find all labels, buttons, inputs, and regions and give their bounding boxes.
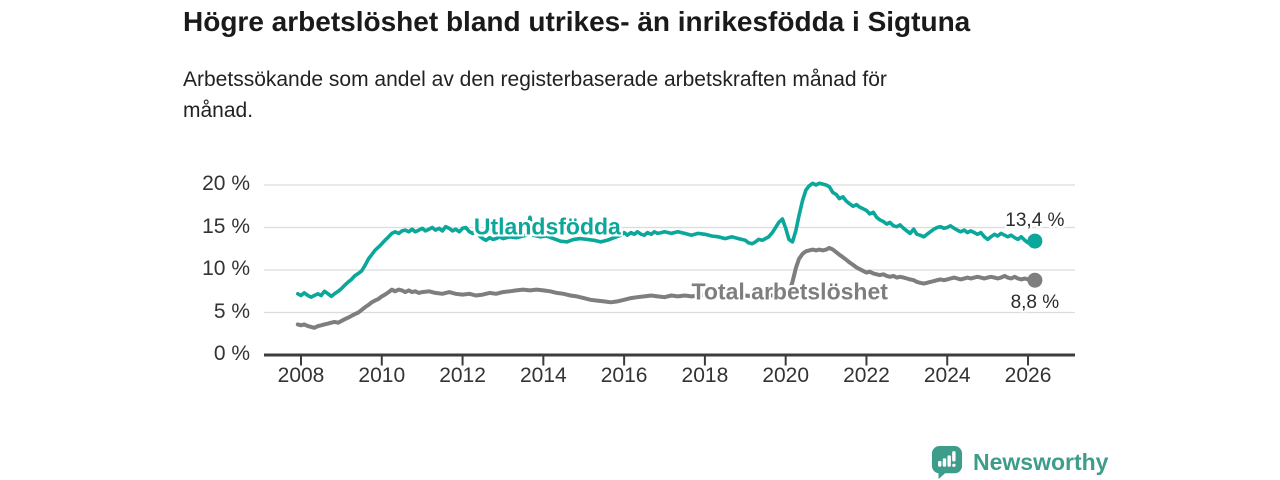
newsworthy-logo-icon bbox=[931, 446, 963, 479]
series-end-dot bbox=[1027, 233, 1043, 249]
series-line-total bbox=[295, 245, 1037, 330]
series-end-dot bbox=[1027, 272, 1043, 288]
brand-name: Newsworthy bbox=[973, 448, 1109, 475]
page-title: Högre arbetslöshet bland utrikes- än inr… bbox=[183, 6, 971, 37]
chart-subtitle: Arbetssökande som andel av den registerb… bbox=[183, 68, 887, 122]
brand-footer: Newsworthy bbox=[931, 445, 1108, 479]
series-line-utlandsfodda bbox=[296, 181, 1037, 299]
